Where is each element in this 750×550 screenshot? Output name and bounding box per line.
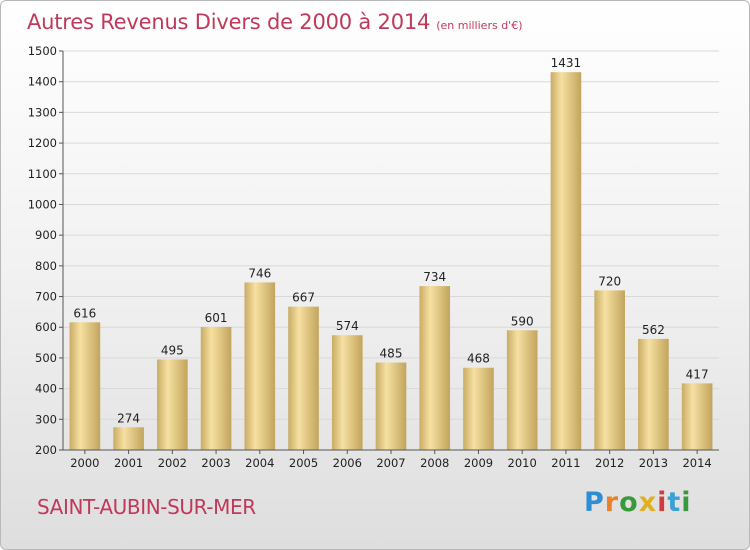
- bar-2009[interactable]: [463, 367, 494, 450]
- bar-value-label: 590: [511, 314, 534, 328]
- bar-value-label: 468: [467, 352, 490, 366]
- x-tick-label: 2013: [639, 456, 668, 470]
- y-tick-label: 600: [35, 320, 57, 334]
- y-tick-label: 400: [35, 382, 57, 396]
- y-tick-label: 700: [35, 290, 57, 304]
- bar-2013[interactable]: [638, 338, 669, 450]
- city-name: SAINT-AUBIN-SUR-MER: [37, 495, 256, 519]
- bar-value-label: 667: [292, 291, 315, 305]
- chart-unit: (en milliers d'€): [436, 19, 523, 32]
- proxiti-logo[interactable]: Proxiti: [584, 487, 692, 518]
- bar-2012[interactable]: [594, 290, 625, 450]
- y-tick-label: 1100: [28, 167, 57, 181]
- logo-letter: r: [604, 487, 620, 518]
- bar-2005[interactable]: [288, 306, 319, 450]
- bar-2011[interactable]: [550, 72, 582, 451]
- x-tick-label: 2010: [508, 456, 537, 470]
- chart-title-text: Autres Revenus Divers de 2000 à 2014: [27, 10, 431, 34]
- bar-2007[interactable]: [375, 362, 407, 450]
- x-tick-label: 2011: [551, 456, 580, 470]
- bar-2002[interactable]: [157, 359, 188, 450]
- y-tick-label: 500: [35, 351, 57, 365]
- x-tick-label: 2006: [333, 456, 362, 470]
- logo-letter: x: [638, 487, 658, 518]
- x-tick-label: 2009: [464, 456, 493, 470]
- y-tick-label: 1000: [28, 197, 57, 211]
- logo-letter: t: [667, 487, 682, 518]
- logo-letter: i: [681, 487, 692, 518]
- bar-value-label: 417: [686, 367, 709, 381]
- bar-value-label: 720: [598, 274, 621, 288]
- y-tick-label: 800: [35, 259, 57, 273]
- bar-value-label: 495: [161, 343, 184, 357]
- axis-layer: 200 300 400 500 600 700 800 900 1000 1100 1200 1300…: [28, 44, 719, 470]
- y-tick-label: 1400: [28, 75, 57, 89]
- bar-value-label: 574: [336, 319, 359, 333]
- bar-value-label: 734: [423, 270, 446, 284]
- bar-value-label: 601: [205, 311, 228, 325]
- bar-2004[interactable]: [244, 282, 276, 450]
- x-tick-label: 2008: [420, 456, 449, 470]
- x-tick-label: 2012: [595, 456, 624, 470]
- y-tick-label: 1200: [28, 136, 57, 150]
- x-tick-label: 2005: [289, 456, 318, 470]
- bar-2014[interactable]: [681, 383, 713, 450]
- bar-2010[interactable]: [506, 330, 538, 450]
- bar-value-label: 746: [248, 266, 271, 280]
- bar-2008[interactable]: [419, 286, 451, 450]
- x-tick-label: 2003: [201, 456, 230, 470]
- bar-value-label: 562: [642, 323, 665, 337]
- y-tick-label: 900: [35, 228, 57, 242]
- y-tick-label: 300: [35, 412, 57, 426]
- bar-value-label: 485: [380, 347, 403, 361]
- chart-title: Autres Revenus Divers de 2000 à 2014 (en …: [27, 10, 522, 34]
- logo-letter: o: [619, 487, 639, 518]
- bar-2000[interactable]: [69, 322, 101, 450]
- logo-letter: P: [584, 487, 605, 518]
- bar-value-label: 1431: [551, 56, 582, 70]
- y-tick-label: 1300: [28, 105, 57, 119]
- x-tick-label: 2001: [114, 456, 143, 470]
- logo-letter: i: [657, 487, 668, 518]
- bar-value-label: 274: [117, 411, 140, 425]
- x-tick-label: 2007: [376, 456, 405, 470]
- y-tick-label: 200: [35, 443, 57, 457]
- x-tick-label: 2002: [158, 456, 187, 470]
- x-tick-label: 2000: [70, 456, 99, 470]
- y-tick-label: 1500: [28, 44, 57, 58]
- x-tick-label: 2014: [682, 456, 711, 470]
- bar-value-label: 616: [73, 306, 96, 320]
- bar-2001[interactable]: [113, 427, 144, 450]
- bar-2003[interactable]: [200, 326, 232, 450]
- bar-2006[interactable]: [331, 335, 363, 450]
- x-tick-label: 2004: [245, 456, 274, 470]
- bar-layer: 616 274 495 601 746 667 574 485 734 468 590 1431 720…: [69, 56, 713, 451]
